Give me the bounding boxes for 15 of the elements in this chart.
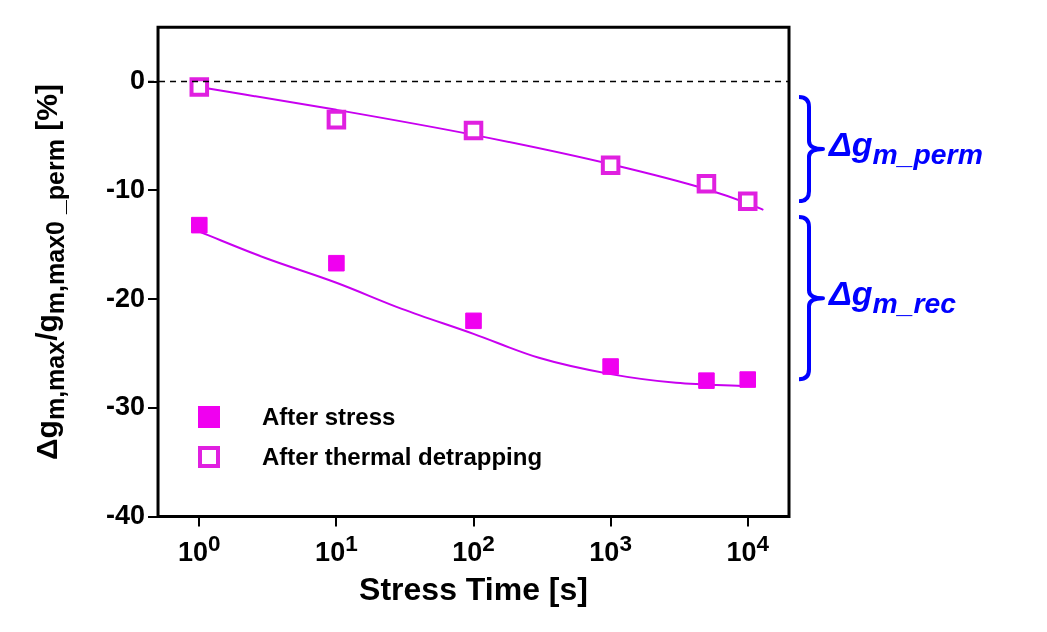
legend-label: After thermal detrapping [262, 442, 543, 471]
y-tick-label: -10 [105, 173, 146, 204]
x-tick-label: 10$^{2}$ [452, 530, 495, 568]
text: Δg$_{m_rec}$ [829, 274, 957, 321]
y-tick-label: 0 [129, 65, 146, 96]
x-axis-title: Stress Time [s] [359, 570, 588, 607]
y-tick-label: -40 [105, 500, 146, 531]
text: Δg$_{m_perm}$ [829, 125, 983, 171]
legend-label: After stress [262, 402, 396, 431]
x-tick-label: 10$^{1}$ [315, 530, 358, 568]
y-tick-label: -30 [105, 391, 146, 422]
x-tick-label: 10$^{4}$ [726, 530, 769, 568]
x-tick-label: 10$^{3}$ [589, 530, 632, 568]
x-tick-label: 10$^{0}$ [178, 530, 221, 568]
y-tick-label: -20 [105, 282, 146, 313]
